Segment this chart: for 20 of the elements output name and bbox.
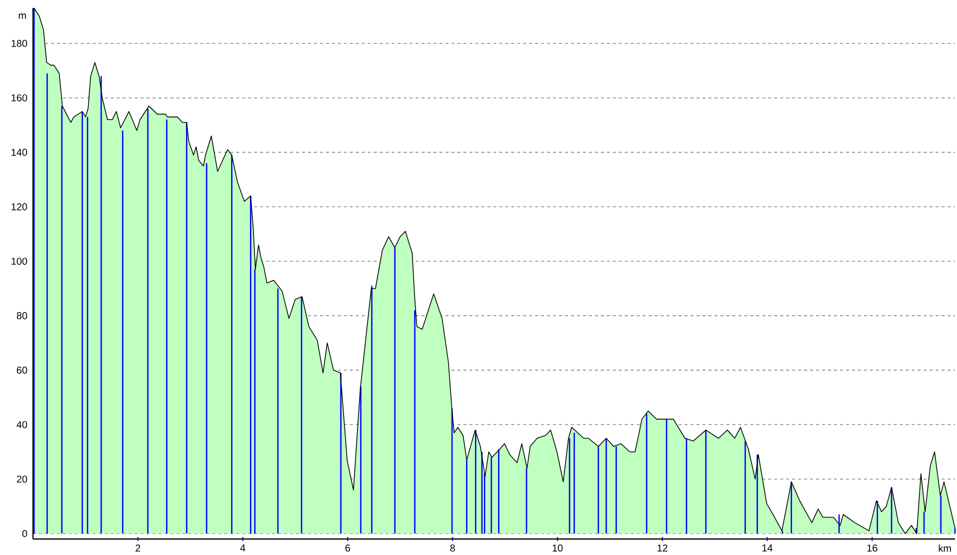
x-tick-label: 12 bbox=[658, 544, 668, 552]
y-tick-label: 100 bbox=[12, 258, 28, 265]
x-tick-label: 14 bbox=[762, 544, 772, 552]
y-tick-label: 20 bbox=[16, 476, 28, 483]
x-tick-label: 10 bbox=[552, 544, 563, 552]
y-tick-label: 0 bbox=[22, 530, 28, 538]
y-tick-label: 80 bbox=[16, 312, 28, 320]
y-tick-label: 60 bbox=[16, 366, 28, 374]
y-tick-label: 120 bbox=[12, 203, 28, 210]
x-tick-label: 2 bbox=[136, 544, 140, 552]
x-tick-label: 16 bbox=[867, 544, 878, 552]
y-tick-label: 40 bbox=[16, 421, 28, 428]
x-axis-title: km bbox=[938, 544, 951, 552]
x-tick-label: 8 bbox=[450, 544, 455, 552]
y-axis-title: m bbox=[18, 14, 26, 19]
y-tick-label: 160 bbox=[12, 94, 28, 102]
y-tick-label: 140 bbox=[12, 148, 28, 156]
x-tick-label: 4 bbox=[240, 544, 246, 552]
x-tick-label: 6 bbox=[345, 544, 350, 552]
y-tick-label: 180 bbox=[12, 40, 28, 47]
